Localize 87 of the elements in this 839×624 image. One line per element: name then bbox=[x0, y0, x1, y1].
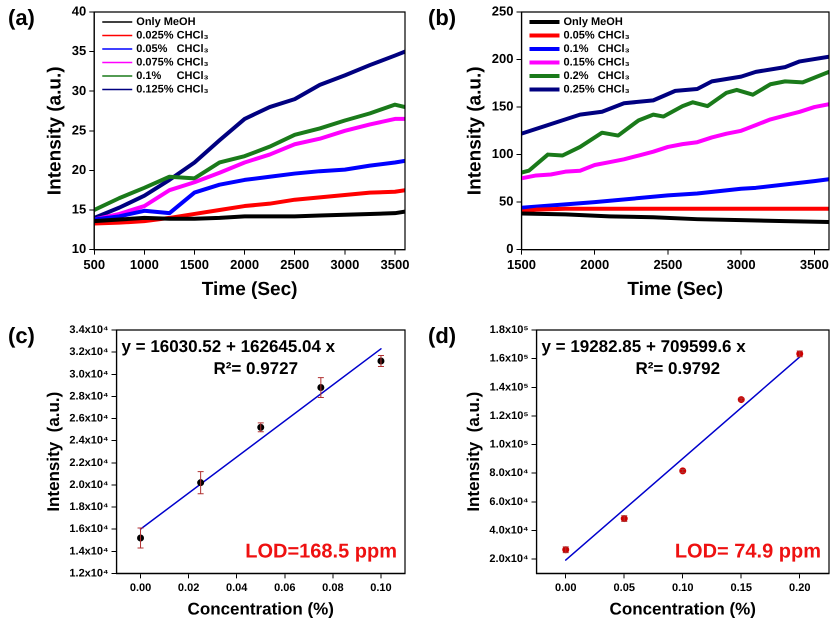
y-tick-label: 2.8x10⁴ bbox=[69, 390, 108, 402]
x-tick-label: 3500 bbox=[380, 256, 410, 272]
annotation: LOD= 74.9 ppm bbox=[674, 540, 821, 562]
y-tick-label: 40 bbox=[72, 4, 86, 19]
chart-title: (b) bbox=[428, 5, 456, 30]
chart-title: (a) bbox=[8, 5, 35, 30]
x-tick-label: 0.05 bbox=[614, 582, 635, 594]
legend-label: 0.05% CHCl₃ bbox=[563, 30, 630, 42]
y-tick-label: 25 bbox=[72, 122, 86, 138]
legend-label: 0.025% CHCl₃ bbox=[136, 30, 209, 42]
annotation: y = 19282.85 + 709599.6 x bbox=[541, 337, 746, 356]
x-tick-label: 2000 bbox=[230, 256, 260, 272]
x-tick-label: 2500 bbox=[653, 256, 682, 272]
chart-title: (c) bbox=[8, 323, 35, 348]
legend-label: 0.125% CHCl₃ bbox=[136, 84, 209, 96]
y-tick-label: 3.0x10⁴ bbox=[69, 368, 108, 380]
x-axis-title: Time (Sec) bbox=[202, 278, 298, 300]
y-tick-label: 1.2x10⁵ bbox=[490, 410, 528, 422]
chart-title: (d) bbox=[428, 323, 456, 348]
y-tick-label: 0 bbox=[506, 241, 514, 256]
y-tick-label: 3.4x10⁴ bbox=[69, 324, 108, 336]
x-tick-label: 0.15 bbox=[730, 582, 752, 594]
y-tick-label: 10 bbox=[72, 241, 86, 256]
y-tick-label: 100 bbox=[492, 146, 514, 162]
y-tick-label: 1.0x10⁵ bbox=[490, 438, 528, 451]
y-tick-label: 2.2x10⁴ bbox=[69, 456, 108, 469]
annotation: LOD=168.5 ppm bbox=[245, 540, 397, 562]
x-tick-label: 0.02 bbox=[178, 582, 200, 594]
y-tick-label: 30 bbox=[72, 82, 86, 98]
legend-label: 0.2% CHCl₃ bbox=[563, 70, 630, 82]
y-tick-label: 1.4x10⁴ bbox=[69, 545, 108, 558]
legend-label: 0.25% CHCl₃ bbox=[563, 84, 630, 96]
x-tick-label: 3000 bbox=[726, 256, 756, 272]
legend-label: 0.15% CHCl₃ bbox=[563, 56, 630, 69]
x-tick-label: 2500 bbox=[280, 256, 310, 272]
x-tick-label: 0.04 bbox=[226, 582, 248, 594]
y-tick-label: 1.4x10⁵ bbox=[490, 381, 528, 394]
y-tick-label: 20 bbox=[72, 162, 86, 177]
x-tick-label: 3500 bbox=[800, 256, 829, 272]
y-tick-label: 6.0x10⁴ bbox=[489, 496, 528, 508]
y-tick-label: 2.0x10⁴ bbox=[69, 478, 108, 491]
legend-label: 0.1% CHCl₃ bbox=[563, 43, 630, 56]
legend-label: 0.075% CHCl₃ bbox=[136, 56, 209, 69]
x-axis-title: Time (Sec) bbox=[627, 278, 724, 300]
legend-label: Only MeOH bbox=[563, 16, 623, 28]
x-tick-label: 1500 bbox=[180, 256, 209, 272]
y-axis-title: Intensity (a.u.) bbox=[44, 66, 66, 196]
y-tick-label: 1.8x10⁵ bbox=[490, 324, 528, 336]
x-tick-label: 0.00 bbox=[130, 582, 152, 594]
x-axis-title: Concentration (%) bbox=[610, 599, 756, 618]
y-tick-label: 1.6x10⁴ bbox=[69, 523, 108, 536]
y-tick-label: 1.8x10⁴ bbox=[69, 501, 108, 514]
x-axis-title: Concentration (%) bbox=[188, 599, 334, 618]
x-tick-label: 0.10 bbox=[672, 582, 694, 594]
y-axis-title: Intensity (a.u.) bbox=[464, 66, 486, 196]
y-tick-label: 35 bbox=[72, 43, 86, 58]
x-tick-label: 0.00 bbox=[555, 582, 576, 594]
y-tick-label: 2.4x10⁴ bbox=[69, 434, 108, 447]
x-tick-label: 1000 bbox=[130, 256, 159, 272]
x-tick-label: 0.06 bbox=[274, 582, 296, 594]
x-tick-label: 0.10 bbox=[370, 582, 392, 594]
y-tick-label: 50 bbox=[499, 194, 514, 209]
x-tick-label: 500 bbox=[83, 256, 106, 272]
y-axis-title: Intensity (a.u.) bbox=[44, 392, 63, 512]
y-tick-label: 4.0x10⁴ bbox=[489, 524, 528, 536]
y-tick-label: 2.6x10⁴ bbox=[69, 412, 108, 425]
x-tick-label: 3000 bbox=[330, 256, 360, 272]
annotation: R²= 0.9792 bbox=[635, 359, 720, 378]
annotation: R²= 0.9727 bbox=[213, 359, 298, 378]
x-tick-label: 0.08 bbox=[322, 582, 344, 594]
x-tick-label: 1500 bbox=[507, 256, 536, 272]
y-axis-title: Intensity (a.u.) bbox=[464, 392, 483, 512]
x-tick-label: 2000 bbox=[580, 256, 610, 272]
y-tick-label: 15 bbox=[72, 202, 86, 217]
x-tick-label: 0.20 bbox=[789, 582, 810, 594]
y-tick-label: 2.0x10⁴ bbox=[489, 553, 528, 566]
legend-label: Only MeOH bbox=[136, 16, 196, 28]
y-tick-label: 8.0x10⁴ bbox=[489, 467, 528, 480]
y-tick-label: 200 bbox=[492, 51, 514, 66]
legend-label: 0.1% CHCl₃ bbox=[136, 70, 209, 82]
y-tick-label: 1.6x10⁵ bbox=[490, 352, 528, 365]
y-tick-label: 150 bbox=[492, 98, 514, 114]
y-tick-label: 3.2x10⁴ bbox=[69, 346, 108, 358]
y-tick-label: 250 bbox=[492, 4, 514, 19]
legend-label: 0.05% CHCl₃ bbox=[136, 43, 209, 56]
y-tick-label: 1.2x10⁴ bbox=[69, 567, 108, 580]
annotation: y = 16030.52 + 162645.04 x bbox=[121, 337, 336, 356]
